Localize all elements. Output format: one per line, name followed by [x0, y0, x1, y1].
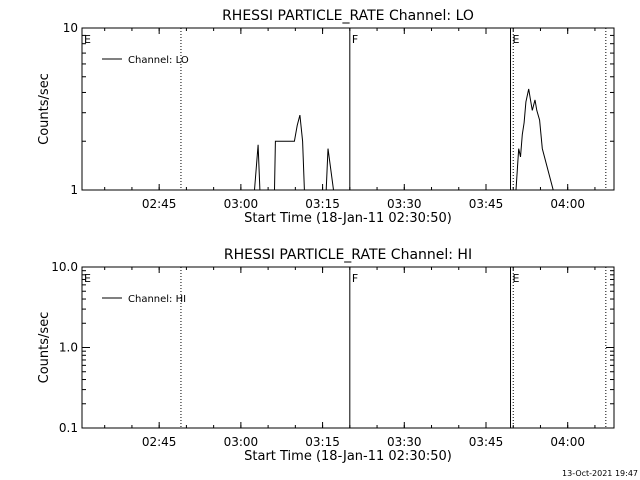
chart-title: RHESSI PARTICLE_RATE Channel: LO: [222, 8, 474, 24]
footer-timestamp: 13-Oct-2021 19:47: [562, 469, 638, 478]
x-tick-label: 03:30: [387, 435, 422, 449]
flag-label: F: [352, 272, 358, 285]
x-tick-label: 03:00: [224, 197, 259, 211]
chart-panel-2: RHESSI PARTICLE_RATE Channel: HI 02:45 03:…: [37, 247, 615, 464]
plot-frame: [81, 27, 615, 191]
x-tick-label: 02:45: [142, 197, 177, 211]
x-tick-label: 03:30: [387, 197, 422, 211]
y-tick-label: 1: [70, 183, 78, 197]
series-line: [254, 88, 554, 191]
legend-entry: Channel: LO: [128, 55, 189, 66]
x-tick-label: 04:00: [550, 435, 585, 449]
y-axis-label: Counts/sec: [37, 312, 52, 384]
x-tick-label: 03:45: [469, 197, 504, 211]
chart-panel-1: RHESSI PARTICLE_RATE Channel: LO 02:45 03:…: [37, 8, 615, 226]
legend-entry: Channel: HI: [128, 294, 186, 305]
y-tick-label: 10: [63, 21, 78, 35]
x-tick-label: 02:45: [142, 435, 177, 449]
plot-frame: [81, 266, 615, 429]
flag-label: E: [513, 33, 520, 46]
y-tick-label: 10.0: [51, 260, 78, 274]
y-axis-label: Counts/sec: [37, 73, 52, 145]
x-tick-label: 03:15: [305, 435, 340, 449]
flag-label: E: [84, 33, 91, 46]
x-tick-label: 03:00: [224, 435, 259, 449]
x-tick-label: 04:00: [550, 197, 585, 211]
y-tick-label: 1.0: [59, 341, 78, 355]
x-axis-label: Start Time (18-Jan-11 02:30:50): [244, 211, 452, 226]
x-axis-label: Start Time (18-Jan-11 02:30:50): [244, 449, 452, 464]
x-tick-label: 03:45: [469, 435, 504, 449]
flag-label: E: [513, 272, 520, 285]
chart-title: RHESSI PARTICLE_RATE Channel: HI: [224, 247, 472, 263]
flag-label: F: [352, 33, 358, 46]
y-tick-label: 0.1: [59, 421, 78, 435]
x-tick-label: 03:15: [305, 197, 340, 211]
flag-label: E: [84, 272, 91, 285]
